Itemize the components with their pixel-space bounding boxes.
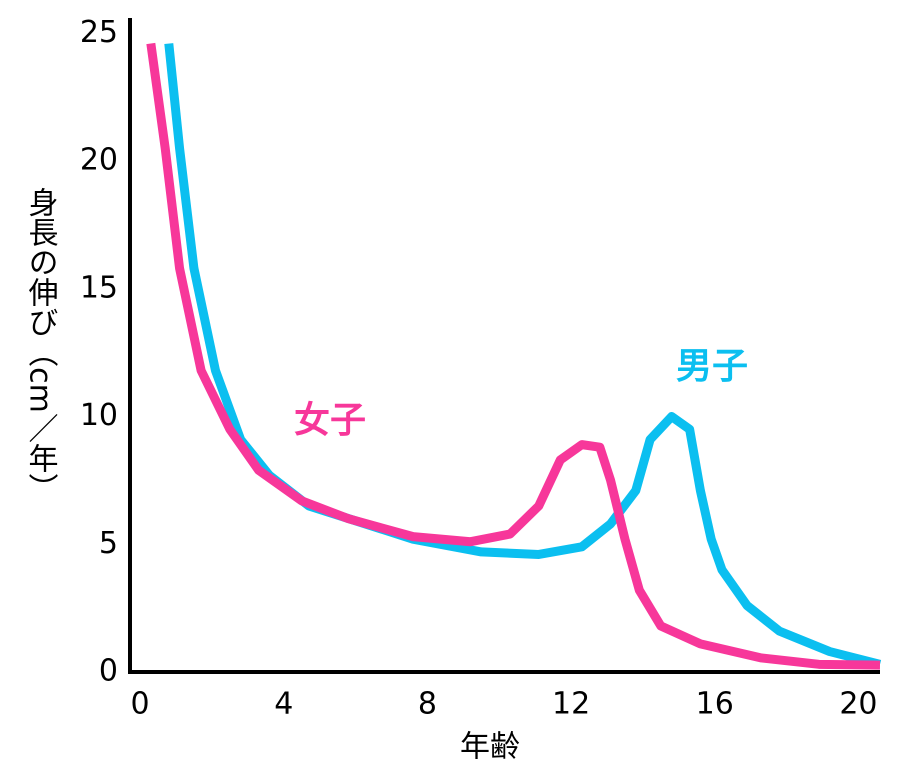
x-tick-label: 8 xyxy=(418,687,437,722)
x-tick-label: 16 xyxy=(696,687,734,722)
series-label: 男子 xyxy=(676,346,748,387)
x-tick-label: 12 xyxy=(552,687,590,722)
y-tick-label: 0 xyxy=(99,654,118,689)
series-line xyxy=(164,43,882,669)
x-tick-label: 0 xyxy=(131,687,150,722)
x-tick-label: 20 xyxy=(839,687,877,722)
series-line xyxy=(146,42,881,670)
series-label: 女子 xyxy=(294,400,366,441)
y-tick-label: 5 xyxy=(99,526,118,561)
x-axis-title: 年齢 xyxy=(460,730,520,765)
y-tick-label: 25 xyxy=(80,15,118,50)
y-tick-label: 20 xyxy=(80,143,118,178)
y-tick-label: 10 xyxy=(80,398,118,433)
y-tick-label: 15 xyxy=(80,270,118,305)
x-tick-label: 4 xyxy=(274,687,293,722)
y-axis-title: 身長の伸び（cm／年） xyxy=(23,187,59,503)
axis-line xyxy=(128,18,880,674)
